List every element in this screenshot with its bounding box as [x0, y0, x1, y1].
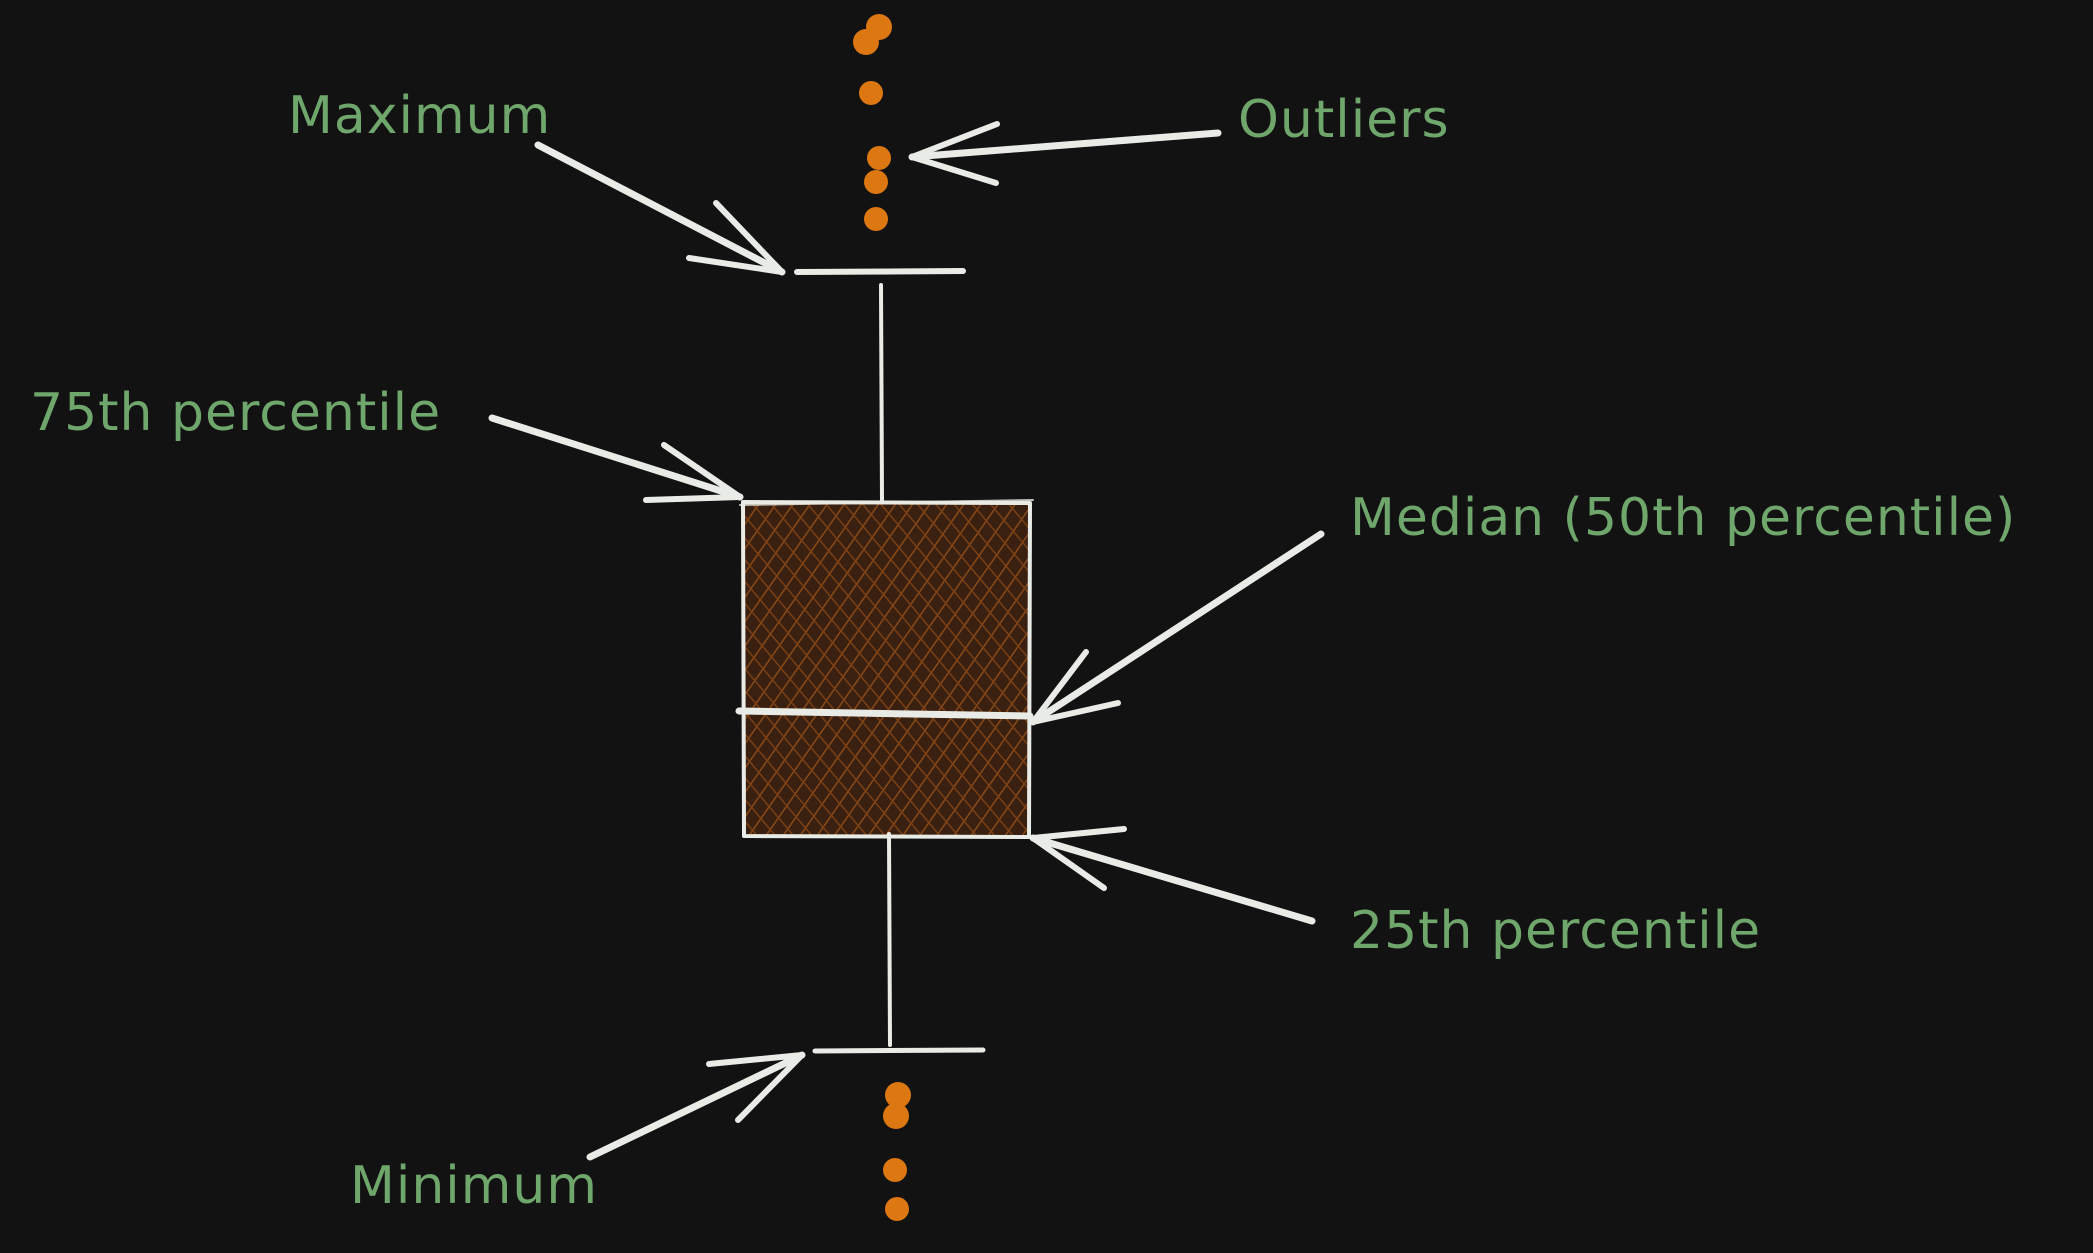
iqr-box [735, 499, 1034, 839]
outlier-dot [885, 1197, 909, 1221]
arrow-head [1030, 649, 1121, 725]
arrow-head [706, 1052, 805, 1123]
upper-whisker [794, 268, 966, 502]
lower-whisker [812, 832, 986, 1054]
arrow-q1 [1029, 826, 1316, 925]
arrow-shaft [1029, 834, 1316, 925]
arrow-median [1029, 530, 1325, 726]
arrow-head [643, 442, 743, 503]
label-median: Median (50th percentile) [1350, 488, 2016, 548]
outlier-dot [867, 146, 891, 170]
median-line [735, 707, 1034, 720]
maximum-cap [794, 268, 966, 275]
arrow-q3 [488, 414, 744, 503]
arrow-minimum [586, 1051, 806, 1161]
upper-whisker-line [879, 283, 884, 502]
arrow-head [1030, 826, 1127, 891]
lower-outliers [883, 1082, 911, 1221]
box-outline-sketch [739, 499, 1034, 506]
arrow-maximum [534, 141, 786, 276]
arrow-head [909, 121, 1000, 186]
arrow-shaft [534, 141, 786, 276]
label-outliers: Outliers [1238, 90, 1450, 150]
outlier-dot [883, 1103, 909, 1129]
arrow-shaft [1029, 530, 1325, 726]
outlier-dot [864, 170, 888, 194]
label-75th-percentile: 75th percentile [30, 383, 441, 443]
outlier-dot [859, 81, 883, 105]
arrow-shaft [488, 414, 744, 501]
upper-outliers [853, 14, 892, 231]
label-minimum: Minimum [350, 1156, 598, 1216]
box-hatch-b [743, 502, 1030, 837]
arrow-outliers [908, 121, 1222, 186]
outlier-dot [853, 29, 879, 55]
outlier-dot [885, 1082, 911, 1108]
arrow-shaft [586, 1051, 806, 1161]
outlier-dot [883, 1158, 907, 1182]
label-25th-percentile: 25th percentile [1350, 901, 1761, 961]
minimum-cap [812, 1047, 986, 1054]
lower-whisker-line [887, 832, 892, 1047]
arrow-head [686, 200, 785, 275]
arrow-shaft [908, 129, 1222, 161]
outlier-dot [864, 207, 888, 231]
label-maximum: Maximum [288, 86, 551, 146]
